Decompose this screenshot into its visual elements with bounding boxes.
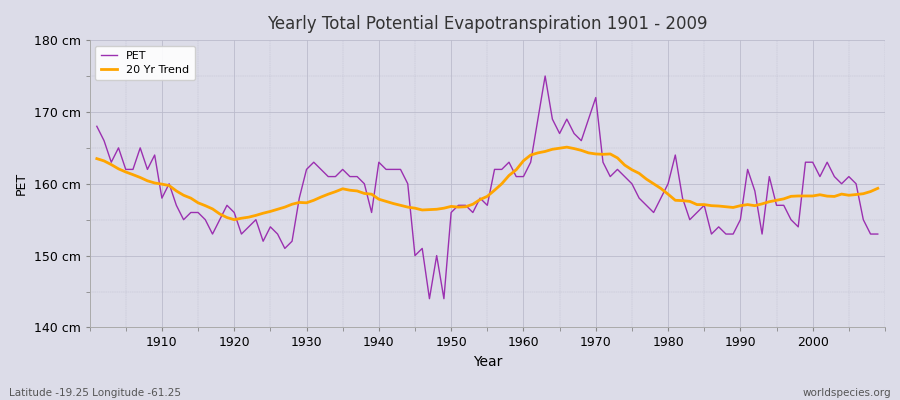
PET xyxy=(518,174,529,179)
PET xyxy=(540,74,551,78)
20 Yr Trend xyxy=(518,158,529,163)
20 Yr Trend xyxy=(562,145,572,150)
PET xyxy=(619,174,630,179)
PET xyxy=(526,160,536,165)
PET xyxy=(149,153,160,158)
PET xyxy=(352,174,363,179)
PET xyxy=(424,296,435,301)
20 Yr Trend xyxy=(149,180,160,185)
Legend: PET, 20 Yr Trend: PET, 20 Yr Trend xyxy=(95,46,195,80)
Title: Yearly Total Potential Evapotranspiration 1901 - 2009: Yearly Total Potential Evapotranspiratio… xyxy=(267,15,707,33)
PET xyxy=(872,232,883,236)
PET xyxy=(92,124,103,129)
Line: PET: PET xyxy=(97,76,878,299)
20 Yr Trend xyxy=(229,217,239,222)
20 Yr Trend xyxy=(619,163,630,168)
PET xyxy=(309,160,320,165)
20 Yr Trend xyxy=(526,153,536,158)
Text: worldspecies.org: worldspecies.org xyxy=(803,388,891,398)
20 Yr Trend xyxy=(359,191,370,196)
20 Yr Trend xyxy=(316,195,327,200)
20 Yr Trend xyxy=(872,186,883,191)
Text: Latitude -19.25 Longitude -61.25: Latitude -19.25 Longitude -61.25 xyxy=(9,388,181,398)
20 Yr Trend xyxy=(92,156,103,161)
Line: 20 Yr Trend: 20 Yr Trend xyxy=(97,147,878,220)
X-axis label: Year: Year xyxy=(472,355,502,369)
Y-axis label: PET: PET xyxy=(15,172,28,195)
